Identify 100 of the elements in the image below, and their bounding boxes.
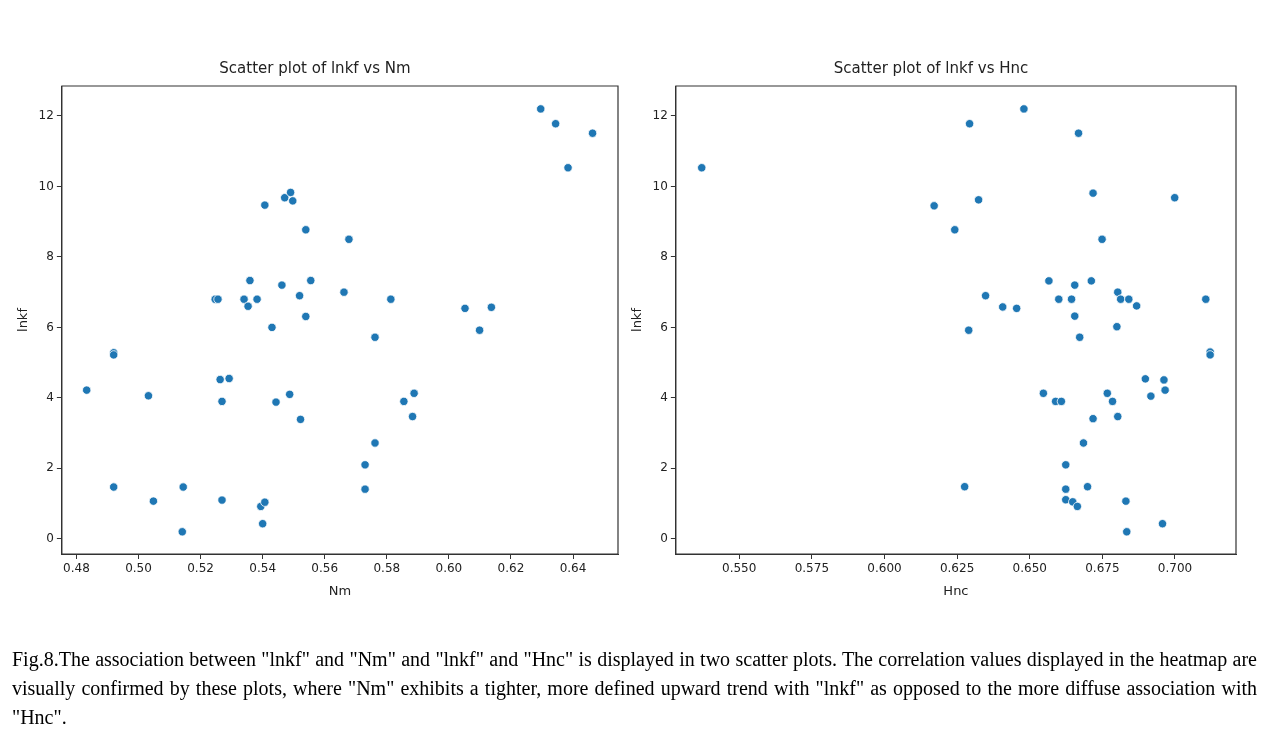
point (260, 497, 270, 507)
point (1121, 496, 1131, 506)
point (267, 322, 277, 332)
point (1061, 460, 1071, 470)
x-tick-label: 0.575 (794, 561, 830, 576)
y-tick-label: 2 (660, 460, 668, 475)
x-tick-label: 0.64 (559, 561, 587, 576)
y-tick-label: 10 (652, 178, 668, 193)
x-tick-label: 0.675 (1085, 561, 1120, 576)
point (285, 389, 295, 399)
point (964, 119, 975, 129)
chart-title: Scatter plot of lnkf vs Nm (219, 58, 411, 77)
point (409, 388, 419, 398)
x-tick-label: 0.700 (1157, 561, 1193, 576)
point (143, 391, 154, 401)
point (1086, 276, 1096, 286)
point (339, 287, 349, 297)
point (217, 396, 227, 407)
point (295, 414, 306, 424)
y-tick-label: 4 (46, 390, 54, 405)
point (1061, 484, 1071, 494)
point (277, 280, 287, 290)
y-tick-label: 0 (660, 530, 668, 545)
point (1088, 188, 1098, 198)
point (215, 374, 225, 385)
point (1019, 104, 1029, 114)
x-tick-label: 0.600 (867, 561, 902, 576)
point (1170, 193, 1180, 203)
point (587, 128, 598, 138)
point (1056, 396, 1066, 407)
x-tick-label: 0.54 (249, 561, 277, 576)
x-tick-label: 0.60 (435, 561, 463, 576)
point (551, 119, 561, 129)
x-tick-label: 0.56 (311, 561, 339, 576)
point (217, 495, 227, 505)
y-tick-label: 6 (660, 319, 668, 334)
x-tick-label: 0.62 (497, 561, 525, 576)
point (998, 302, 1008, 312)
point (407, 411, 418, 422)
point (563, 163, 573, 173)
point (1082, 482, 1093, 492)
point (1038, 388, 1048, 398)
point (360, 460, 370, 470)
y-tick-label: 6 (46, 319, 54, 334)
y-tick-label: 4 (660, 390, 668, 405)
point (178, 482, 188, 492)
point (82, 385, 92, 395)
point (1072, 501, 1082, 512)
point (1102, 388, 1112, 398)
point (1116, 294, 1126, 304)
point (1157, 519, 1168, 529)
point (360, 484, 370, 494)
point (260, 200, 270, 210)
point (280, 193, 290, 203)
y-tick-label: 8 (46, 249, 54, 264)
caption: Fig.8.The association between "lnkf" and "Nm" and "lnkf" and "Hnc" is displayed in two scatter plots. The correlation values displayed in the heatmap are visually confirmed by these plots, where "Nm" exhibits a tighter, more defined upward trend with "lnkf" as opposed to the more diffuse association with "Hnc". (12, 647, 1257, 730)
point (1124, 294, 1134, 304)
point (964, 325, 974, 335)
point (929, 201, 939, 211)
point (1075, 332, 1085, 342)
point (1066, 294, 1077, 304)
point (301, 225, 311, 235)
point (294, 291, 305, 301)
y-tick-label: 10 (38, 178, 54, 193)
point (399, 396, 409, 407)
point (1201, 294, 1211, 304)
point (245, 275, 255, 286)
point (1159, 375, 1169, 385)
point (301, 311, 311, 322)
point (697, 163, 707, 173)
point (460, 303, 470, 313)
point (252, 294, 262, 304)
chart-title: Scatter plot of lnkf vs Hnc (833, 58, 1029, 77)
point (1122, 527, 1132, 537)
point (288, 196, 298, 206)
x-tick-label: 0.48 (63, 561, 90, 576)
point (386, 294, 396, 304)
x-tick-label: 0.550 (722, 561, 757, 576)
point (243, 301, 253, 311)
point (1160, 385, 1170, 395)
x-tick-label: 0.50 (125, 561, 152, 576)
point (1113, 411, 1123, 422)
point (960, 482, 970, 492)
point (258, 519, 268, 529)
y-axis-title: lnkf (629, 307, 645, 332)
point (1088, 414, 1098, 424)
point (950, 225, 960, 235)
point (1132, 301, 1142, 311)
point (536, 104, 546, 114)
point (370, 438, 380, 448)
point (1070, 311, 1080, 321)
point (1078, 438, 1089, 448)
y-tick-label: 0 (46, 530, 54, 545)
point (1073, 128, 1084, 138)
point (486, 302, 496, 312)
point (1113, 287, 1123, 297)
point (344, 234, 354, 244)
x-tick-label: 0.58 (373, 561, 401, 576)
point (474, 325, 485, 335)
point (239, 294, 249, 304)
